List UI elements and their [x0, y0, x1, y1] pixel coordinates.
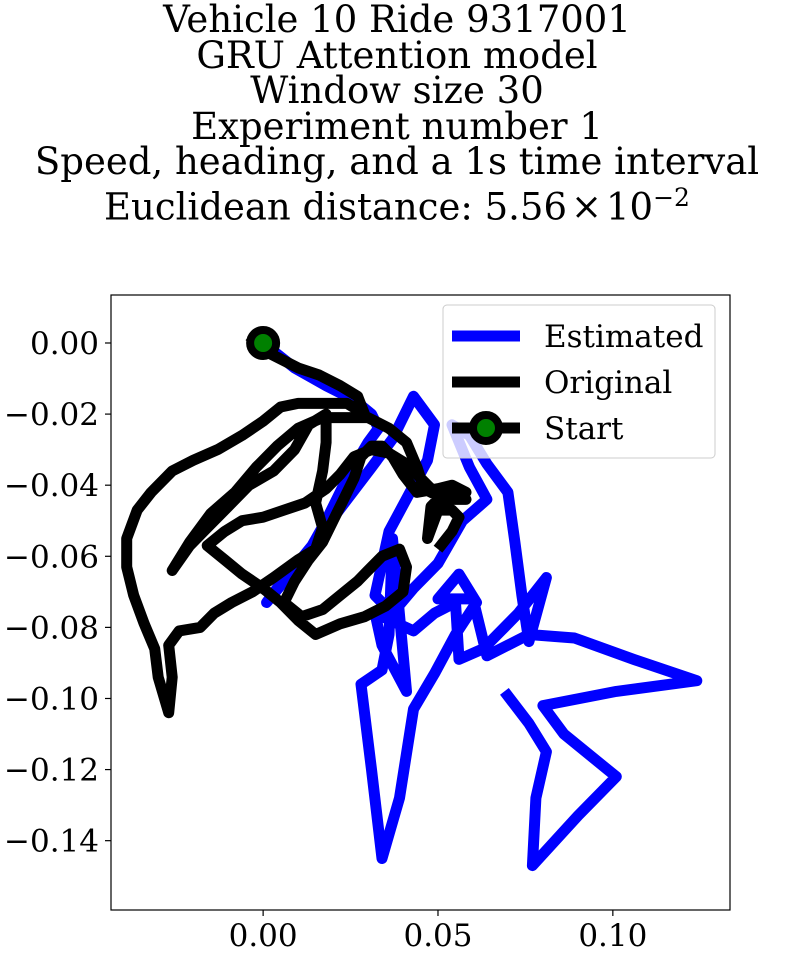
axis-layer: 0.00 0.05 0.10 0.00 −0.02 −0.04 −0.06 −0.08 −0.1…: [4, 326, 647, 954]
y-tick-label: −0.10: [4, 681, 99, 717]
legend-label-estimated: Estimated: [544, 319, 703, 355]
legend-label-start: Start: [544, 411, 624, 447]
y-tick-label: −0.06: [4, 539, 99, 575]
legend-label-original: Original: [544, 365, 672, 401]
series-line-estimated: [259, 338, 703, 872]
x-tick-label: 0.05: [403, 918, 472, 954]
y-tick-label: −0.04: [4, 468, 99, 504]
legend-box: [442, 304, 716, 459]
x-tick-label: 0.10: [578, 918, 647, 954]
y-tick-label: 0.00: [30, 326, 99, 362]
legend-start-marker: [469, 411, 503, 445]
series-layer: [121, 325, 703, 872]
legend: Estimated Original Start: [442, 304, 716, 459]
start-marker: [246, 325, 281, 360]
x-tick-label: 0.00: [229, 918, 298, 954]
metric-base: 10: [606, 184, 654, 228]
chart-title: Vehicle 10 Ride 9317001 GRU Attention mo…: [0, 0, 794, 225]
y-tick-label: −0.08: [4, 610, 99, 646]
title-line-6: Euclidean distance: 5.56 × 10−2: [0, 180, 794, 225]
metric-exponent: −2: [653, 182, 690, 212]
metric-mantissa: 5.56: [484, 184, 567, 228]
title-line-3: Window size 30: [250, 69, 544, 112]
title-line-1: Vehicle 10 Ride 9317001: [163, 0, 631, 41]
title-line-5: Speed, heading, and a 1s time interval: [34, 140, 760, 183]
title-line-2: GRU Attention model: [196, 33, 598, 77]
y-tick-label: −0.02: [4, 397, 99, 433]
metric-label: Euclidean distance:: [104, 184, 485, 228]
title-line-4: Experiment number 1: [191, 104, 603, 148]
y-tick-label: −0.14: [4, 824, 99, 860]
y-tick-label: −0.12: [4, 753, 99, 789]
series-line-original: [121, 331, 472, 719]
plot-frame: [110, 294, 731, 911]
metric-times: ×: [571, 184, 603, 228]
